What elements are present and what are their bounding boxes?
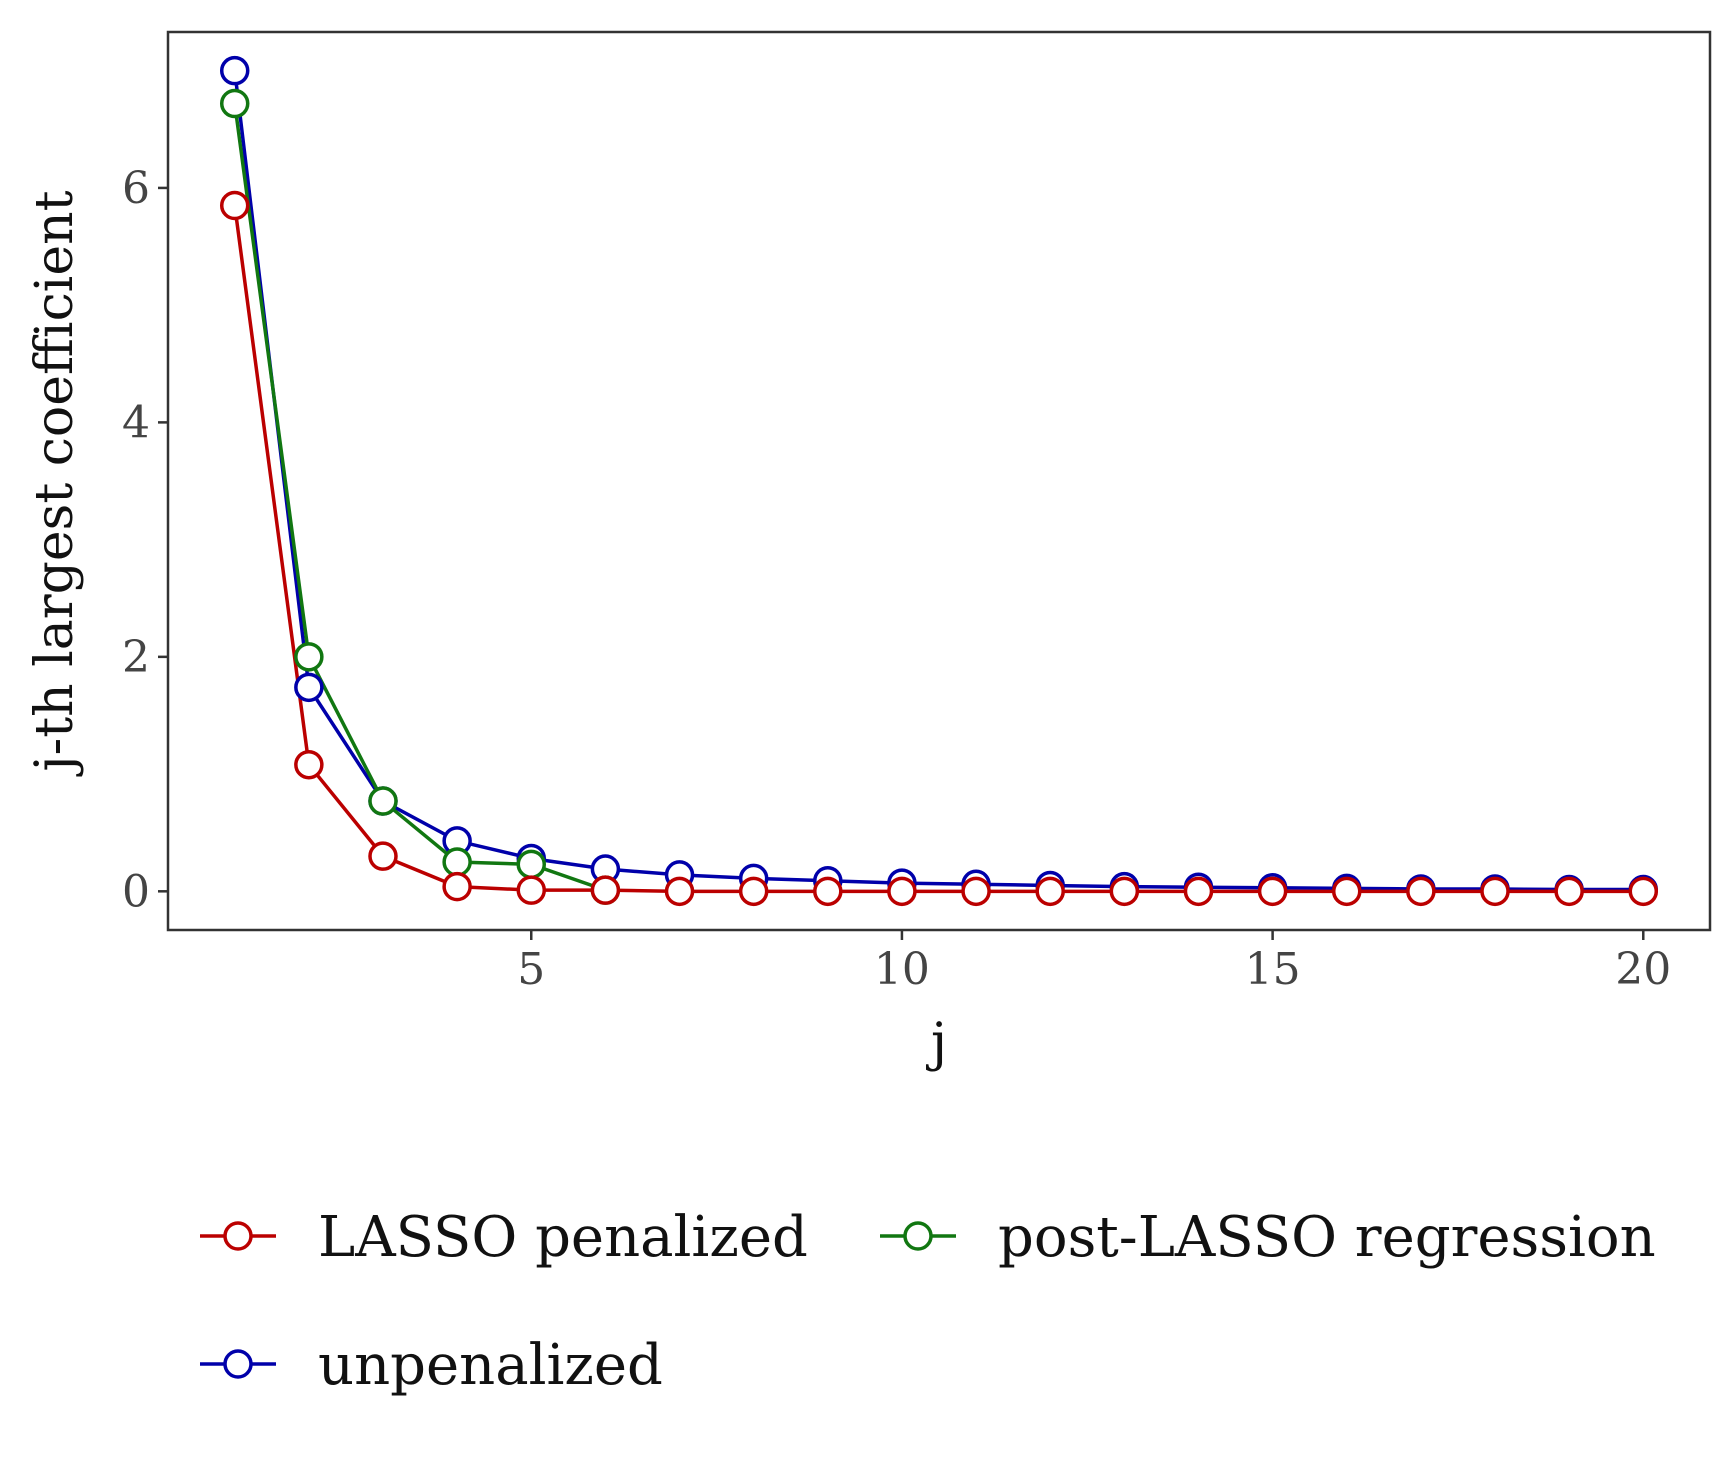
y-tick-label: 2 <box>122 632 150 683</box>
series-line <box>232 70 1644 892</box>
data-point <box>219 190 250 221</box>
data-point <box>294 672 324 703</box>
x-tick-label: 15 <box>1245 944 1301 995</box>
data-point <box>961 876 991 907</box>
plot-marks <box>219 55 1659 907</box>
data-point <box>1480 876 1510 907</box>
data-point <box>516 875 547 905</box>
legend-key-marker <box>223 1221 253 1251</box>
axis-ticks: 5 10 15 20 0 2 4 6 <box>122 163 1671 995</box>
data-point <box>219 55 250 86</box>
data-point <box>442 871 472 902</box>
data-point <box>368 841 398 871</box>
plot-panel-border <box>166 30 1712 932</box>
data-point <box>590 875 621 905</box>
data-point <box>1035 876 1065 907</box>
data-point <box>294 642 324 672</box>
legend-label: post-LASSO regression <box>998 1205 1656 1270</box>
data-point <box>1183 876 1214 907</box>
data-point <box>1257 876 1288 907</box>
x-tick-label: 5 <box>517 944 545 995</box>
data-point <box>219 88 250 119</box>
legend-label: LASSO penalized <box>318 1205 808 1270</box>
data-point <box>368 786 398 816</box>
data-point <box>442 847 472 877</box>
x-axis-title: j <box>926 1013 947 1073</box>
data-point <box>1406 876 1436 907</box>
data-point <box>294 749 324 780</box>
series-line <box>232 205 1644 894</box>
data-point <box>1109 876 1140 907</box>
legend-item: LASSO penalized <box>200 1205 808 1270</box>
data-point <box>516 849 547 880</box>
y-axis-title: j-th largest coefficient <box>25 190 85 776</box>
series-line <box>232 103 606 892</box>
data-point <box>1628 876 1659 907</box>
x-tick-label: 20 <box>1615 944 1671 995</box>
data-point <box>1554 876 1584 907</box>
data-point <box>813 876 843 907</box>
y-tick-label: 0 <box>122 866 150 917</box>
data-point <box>887 876 917 907</box>
data-point <box>664 876 695 907</box>
y-tick-label: 6 <box>122 163 150 214</box>
data-point <box>1331 876 1362 907</box>
legend-key-marker <box>903 1221 933 1251</box>
data-point <box>738 876 769 907</box>
legend-item: unpenalized <box>200 1333 663 1398</box>
legend-label: unpenalized <box>318 1333 663 1398</box>
legend-item: post-LASSO regression <box>880 1205 1656 1270</box>
x-tick-label: 10 <box>874 944 930 995</box>
legend: LASSO penalized post-LASSO regression unpe… <box>200 1205 1656 1398</box>
y-tick-label: 4 <box>122 397 150 448</box>
legend-key-marker <box>223 1349 253 1379</box>
